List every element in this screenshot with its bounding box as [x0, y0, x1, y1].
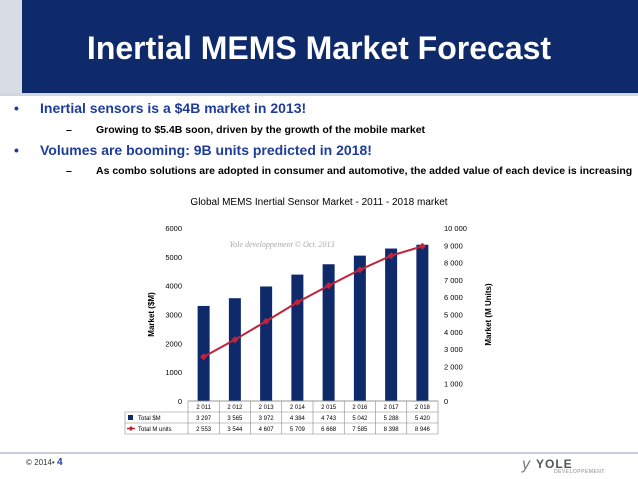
x-tick-label: 2 015 — [321, 405, 337, 411]
bullet-marker: • — [14, 142, 19, 158]
y2-axis-title: Market (M Units) — [484, 283, 493, 346]
y-tick-label: 4000 — [165, 282, 182, 291]
y-tick-label: 2000 — [165, 339, 182, 348]
data-label: 3 544 — [227, 427, 243, 433]
logo-mark-icon: y — [522, 456, 530, 473]
data-label: 5 042 — [352, 416, 368, 422]
sub-bullet-marker: – — [66, 124, 72, 136]
page-number: 4 — [56, 457, 63, 468]
series-line — [203, 245, 423, 358]
data-label: 4 743 — [321, 416, 337, 422]
data-label: 3 972 — [259, 416, 275, 422]
legend-label: Total $M — [138, 416, 161, 422]
legend-label: Total M units — [138, 427, 172, 433]
yole-logo: y YOLE DEVELOPPEMENT — [522, 454, 612, 476]
line-point — [356, 266, 364, 274]
x-tick-label: 2 013 — [259, 405, 275, 411]
line-point — [231, 336, 239, 344]
line-point — [418, 242, 426, 250]
x-tick-label: 2 017 — [384, 405, 400, 411]
line-point — [325, 282, 333, 290]
title-bar — [0, 0, 638, 96]
y-tick-label: 1000 — [165, 368, 182, 377]
sub-bullet-marker: – — [66, 165, 72, 177]
data-label: 2 553 — [196, 427, 212, 433]
y2-tick-label: 4 000 — [444, 328, 463, 337]
x-tick-label: 2 016 — [352, 405, 368, 411]
line-point — [200, 353, 208, 361]
bar — [322, 264, 335, 401]
data-label: 8 398 — [384, 427, 400, 433]
data-label: 8 946 — [415, 427, 431, 433]
data-label: 3 565 — [227, 416, 243, 422]
y2-tick-label: 3 000 — [444, 345, 463, 354]
footer-divider — [0, 452, 638, 454]
bar — [353, 255, 366, 401]
line-point — [293, 298, 301, 306]
y-tick-label: 3000 — [165, 311, 182, 320]
y-tick-label: 5000 — [165, 253, 182, 262]
y2-tick-label: 1 000 — [444, 380, 463, 389]
bar — [416, 244, 429, 401]
slide-title: Inertial MEMS Market Forecast — [86, 30, 552, 66]
data-label: 4 607 — [259, 427, 275, 433]
y2-tick-label: 7 000 — [444, 276, 463, 285]
bar — [385, 248, 398, 401]
data-label: 5 420 — [415, 416, 431, 422]
data-label: 6 668 — [321, 427, 337, 433]
data-label: 3 297 — [196, 416, 212, 422]
bar — [228, 298, 241, 401]
line-point — [387, 252, 395, 260]
x-tick-label: 2 018 — [415, 405, 431, 411]
bullet-marker: • — [14, 100, 19, 116]
bar — [291, 274, 304, 401]
copyright-text: © 2014• — [26, 458, 55, 467]
y-tick-label: 0 — [178, 397, 182, 406]
data-label: 5 709 — [290, 427, 306, 433]
title-accent-strip — [0, 0, 22, 93]
x-tick-label: 2 014 — [290, 405, 306, 411]
sub-bullet-text: Growing to $5.4B soon, driven by the gro… — [96, 124, 426, 136]
y-tick-label: 6000 — [165, 224, 182, 233]
y2-tick-label: 5 000 — [444, 311, 463, 320]
data-label: 5 288 — [384, 416, 400, 422]
data-label: 7 585 — [352, 427, 368, 433]
sub-bullet-text: As combo solutions are adopted in consum… — [96, 165, 633, 177]
legend-swatch-marker — [128, 426, 134, 431]
footer: © 2014• 4 — [26, 457, 63, 468]
x-tick-label: 2 012 — [227, 405, 243, 411]
y2-tick-label: 2 000 — [444, 362, 463, 371]
y-axis-title: Market ($M) — [147, 292, 156, 337]
watermark-text: Yole developpement © Oct. 2013 — [229, 240, 334, 249]
y2-tick-label: 9 000 — [444, 241, 463, 250]
logo-name: YOLE — [536, 457, 573, 471]
y2-tick-label: 8 000 — [444, 259, 463, 268]
y2-tick-label: 10 000 — [444, 224, 467, 233]
y2-tick-label: 0 — [444, 397, 448, 406]
logo-subtext: DEVELOPPEMENT — [554, 469, 605, 475]
line-point — [262, 317, 270, 325]
bar — [260, 286, 273, 401]
bullet-text: Inertial sensors is a $4B market in 2013… — [40, 100, 307, 116]
chart-title: Global MEMS Inertial Sensor Market - 201… — [190, 197, 448, 208]
data-label: 4 384 — [290, 416, 306, 422]
legend-swatch-bar — [128, 415, 133, 420]
x-tick-label: 2 011 — [196, 405, 211, 411]
y2-tick-label: 6 000 — [444, 293, 463, 302]
bullet-text: Volumes are booming: 9B units predicted … — [40, 142, 372, 158]
